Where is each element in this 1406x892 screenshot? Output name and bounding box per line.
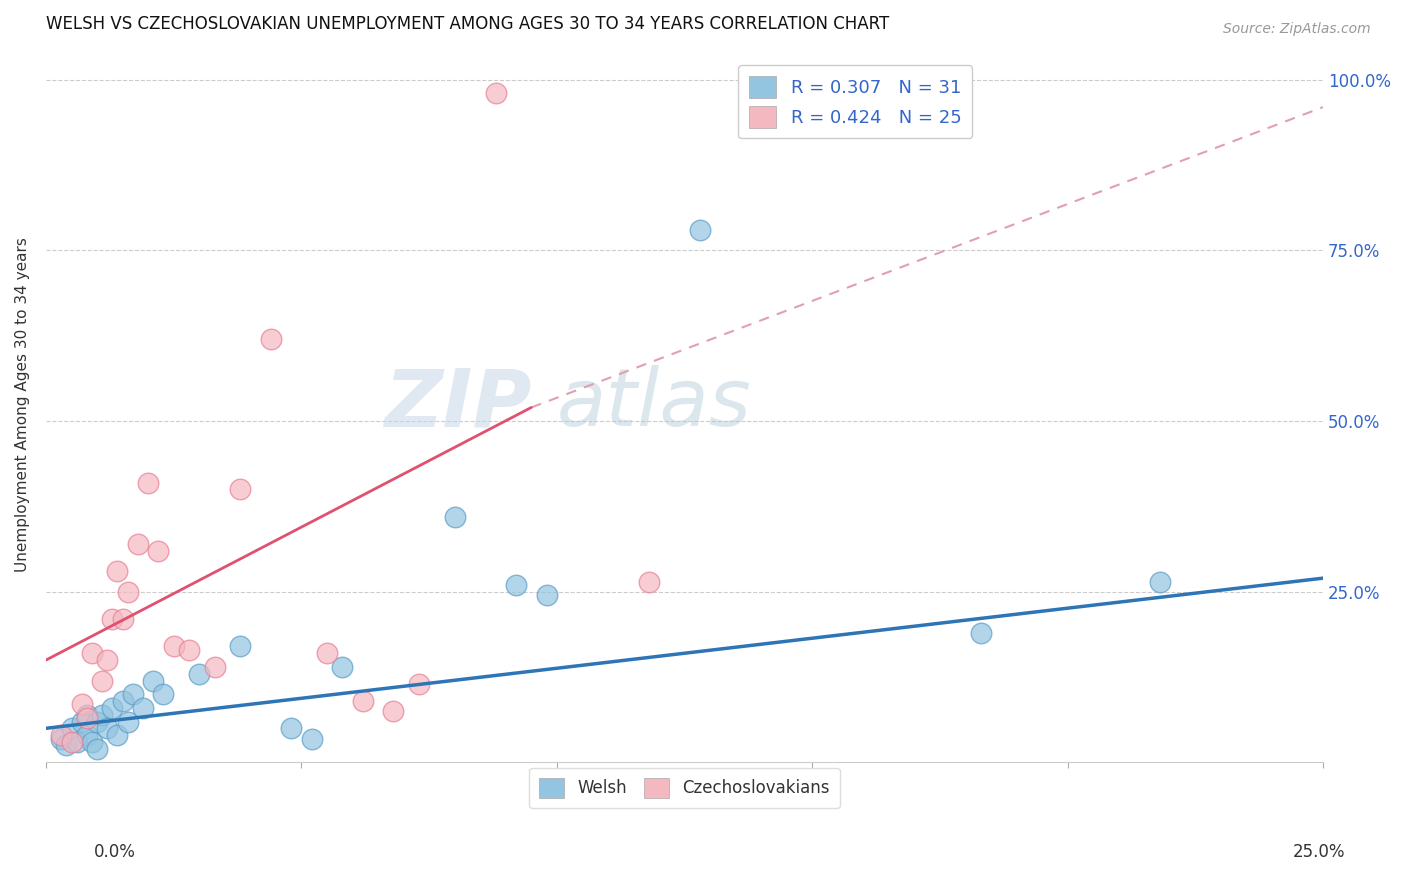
Point bbox=[65, 735, 87, 749]
Point bbox=[152, 687, 174, 701]
Point bbox=[260, 332, 283, 346]
Point bbox=[70, 698, 93, 712]
Point bbox=[76, 707, 98, 722]
Y-axis label: Unemployment Among Ages 30 to 34 years: Unemployment Among Ages 30 to 34 years bbox=[15, 236, 30, 572]
Point bbox=[107, 728, 129, 742]
Text: WELSH VS CZECHOSLOVAKIAN UNEMPLOYMENT AMONG AGES 30 TO 34 YEARS CORRELATION CHAR: WELSH VS CZECHOSLOVAKIAN UNEMPLOYMENT AM… bbox=[46, 15, 889, 33]
Point bbox=[101, 612, 124, 626]
Point bbox=[142, 673, 165, 688]
Point bbox=[91, 707, 114, 722]
Point bbox=[637, 574, 659, 589]
Point bbox=[484, 87, 506, 101]
Point bbox=[76, 711, 98, 725]
Point bbox=[301, 731, 323, 746]
Point bbox=[136, 475, 159, 490]
Point bbox=[80, 735, 103, 749]
Point bbox=[163, 640, 186, 654]
Point bbox=[96, 653, 118, 667]
Point bbox=[51, 731, 73, 746]
Point bbox=[111, 612, 134, 626]
Point bbox=[60, 735, 83, 749]
Text: atlas: atlas bbox=[557, 365, 752, 443]
Point bbox=[316, 646, 339, 660]
Point bbox=[51, 728, 73, 742]
Point bbox=[408, 677, 430, 691]
Point bbox=[101, 701, 124, 715]
Point bbox=[117, 584, 139, 599]
Point bbox=[55, 739, 77, 753]
Point bbox=[60, 722, 83, 736]
Point bbox=[229, 640, 252, 654]
Point bbox=[86, 741, 108, 756]
Point bbox=[70, 714, 93, 729]
Point bbox=[188, 666, 211, 681]
Point bbox=[330, 660, 353, 674]
Text: 25.0%: 25.0% bbox=[1292, 843, 1346, 861]
Point bbox=[443, 509, 465, 524]
Point bbox=[132, 701, 155, 715]
Point bbox=[76, 728, 98, 742]
Text: 0.0%: 0.0% bbox=[94, 843, 136, 861]
Point bbox=[121, 687, 143, 701]
Text: Source: ZipAtlas.com: Source: ZipAtlas.com bbox=[1223, 22, 1371, 37]
Point bbox=[204, 660, 226, 674]
Point bbox=[229, 483, 252, 497]
Point bbox=[111, 694, 134, 708]
Point bbox=[86, 714, 108, 729]
Point bbox=[689, 223, 711, 237]
Point bbox=[536, 588, 558, 602]
Point bbox=[177, 642, 200, 657]
Point bbox=[117, 714, 139, 729]
Point bbox=[107, 564, 129, 578]
Point bbox=[505, 578, 527, 592]
Point bbox=[382, 704, 405, 718]
Point bbox=[80, 646, 103, 660]
Point bbox=[127, 537, 149, 551]
Point bbox=[280, 722, 302, 736]
Text: ZIP: ZIP bbox=[384, 365, 531, 443]
Legend: Welsh, Czechoslovakians: Welsh, Czechoslovakians bbox=[529, 767, 839, 808]
Point bbox=[91, 673, 114, 688]
Point bbox=[96, 722, 118, 736]
Point bbox=[970, 625, 993, 640]
Point bbox=[1149, 574, 1171, 589]
Point bbox=[352, 694, 374, 708]
Point bbox=[148, 544, 170, 558]
